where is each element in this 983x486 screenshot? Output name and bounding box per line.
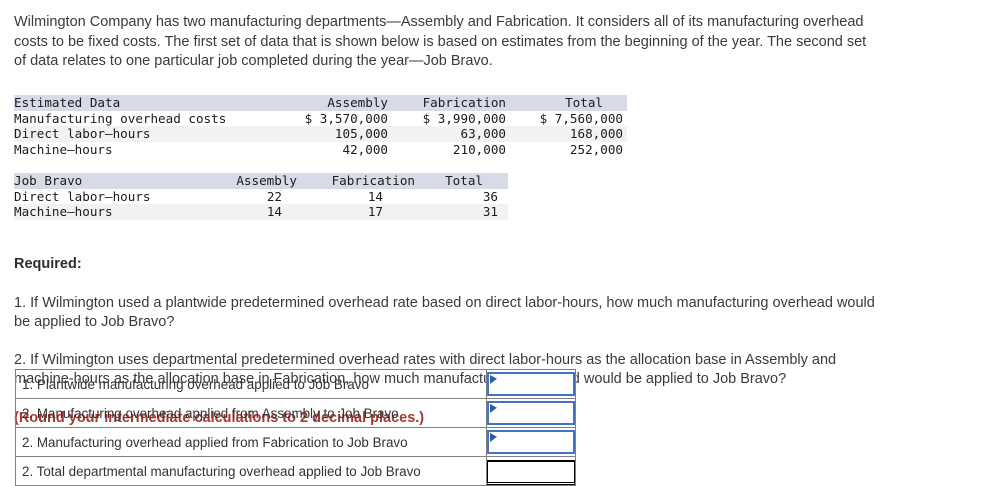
- answer-row: 2. Total departmental manufacturing over…: [15, 456, 576, 486]
- answer-input-assembly[interactable]: [489, 403, 581, 423]
- answer-cell: [486, 456, 576, 486]
- answer-row: 1. Plantwide manufacturing overhead appl…: [15, 369, 581, 399]
- answer-input-plantwide[interactable]: [489, 374, 581, 394]
- row-label: Direct labor–hours: [14, 188, 151, 204]
- column-header-total: Total: [506, 95, 627, 111]
- answer-row-label: 2. Total departmental manufacturing over…: [15, 456, 487, 486]
- answer-row-label: 2. Manufacturing overhead applied from A…: [15, 398, 487, 428]
- intro-paragraph: Wilmington Company has two manufacturing…: [14, 14, 867, 69]
- job-bravo-table: Job Bravo Assembly Fabrication Total Dir…: [14, 173, 508, 220]
- answer-box-fabrication[interactable]: [487, 430, 581, 454]
- data-cell: 31: [415, 204, 508, 220]
- row-label: Direct labor–hours: [14, 126, 304, 142]
- table-row: Machine–hours 14 17 31: [14, 204, 508, 220]
- table-title: Job Bravo: [14, 173, 215, 189]
- answer-input-fabrication[interactable]: [489, 432, 581, 452]
- answer-box-assembly[interactable]: [487, 401, 581, 425]
- table-header-row: Job Bravo Assembly Fabrication Total: [14, 173, 508, 189]
- column-header-fabrication: Fabrication: [297, 173, 415, 189]
- data-cell: 105,000: [304, 126, 388, 142]
- data-cell: 42,000: [342, 141, 389, 157]
- row-label: Machine–hours: [14, 141, 113, 157]
- total-answer-cell: [487, 459, 575, 485]
- column-header-fabrication: Fabrication: [388, 95, 506, 111]
- data-cell: 14: [215, 204, 297, 220]
- answers-table: 1. Plantwide manufacturing overhead appl…: [15, 369, 581, 486]
- data-cell: 210,000: [452, 141, 506, 157]
- column-header-total: Total: [415, 173, 508, 189]
- data-cell: $ 3,990,000: [422, 110, 506, 126]
- answer-box-plantwide[interactable]: [487, 372, 581, 396]
- data-cell: 14: [367, 188, 383, 204]
- data-cell: $ 7,560,000: [539, 110, 623, 126]
- table-row: Manufacturing overhead costs $ 3,570,000…: [14, 111, 627, 127]
- required-heading: Required:: [14, 256, 82, 273]
- question-1: 1. If Wilmington used a plantwide predet…: [14, 294, 875, 330]
- column-header-assembly: Assembly: [215, 173, 297, 189]
- data-cell: 63,000: [388, 126, 506, 142]
- data-cell: 36: [482, 188, 498, 204]
- answer-row: 2. Manufacturing overhead applied from F…: [15, 427, 581, 457]
- column-header-assembly: Assembly: [304, 95, 388, 111]
- answer-cell: [486, 398, 581, 428]
- answer-row: 2. Manufacturing overhead applied from A…: [15, 398, 581, 428]
- estimated-data-table: Estimated Data Assembly Fabrication Tota…: [14, 95, 627, 157]
- table-header-row: Estimated Data Assembly Fabrication Tota…: [14, 95, 627, 111]
- answer-cell: [486, 427, 581, 457]
- answer-row-label: 1. Plantwide manufacturing overhead appl…: [15, 369, 487, 399]
- data-cell: 252,000: [569, 141, 623, 157]
- row-label: Machine–hours: [14, 204, 215, 220]
- answer-row-label: 2. Manufacturing overhead applied from F…: [15, 427, 487, 457]
- table-title: Estimated Data: [14, 95, 304, 111]
- data-cell: 168,000: [506, 126, 627, 142]
- table-row: Direct labor–hours 105,000 63,000 168,00…: [14, 126, 627, 142]
- table-row: Machine–hours 42,000 210,000 252,000: [14, 142, 627, 158]
- data-cell: 22: [266, 188, 282, 204]
- data-cell: 17: [297, 204, 415, 220]
- data-cell: $ 3,570,000: [304, 110, 388, 126]
- answer-cell: [486, 369, 581, 399]
- row-label: Manufacturing overhead costs: [14, 110, 227, 126]
- table-row: Direct labor–hours 22 14 36: [14, 189, 508, 205]
